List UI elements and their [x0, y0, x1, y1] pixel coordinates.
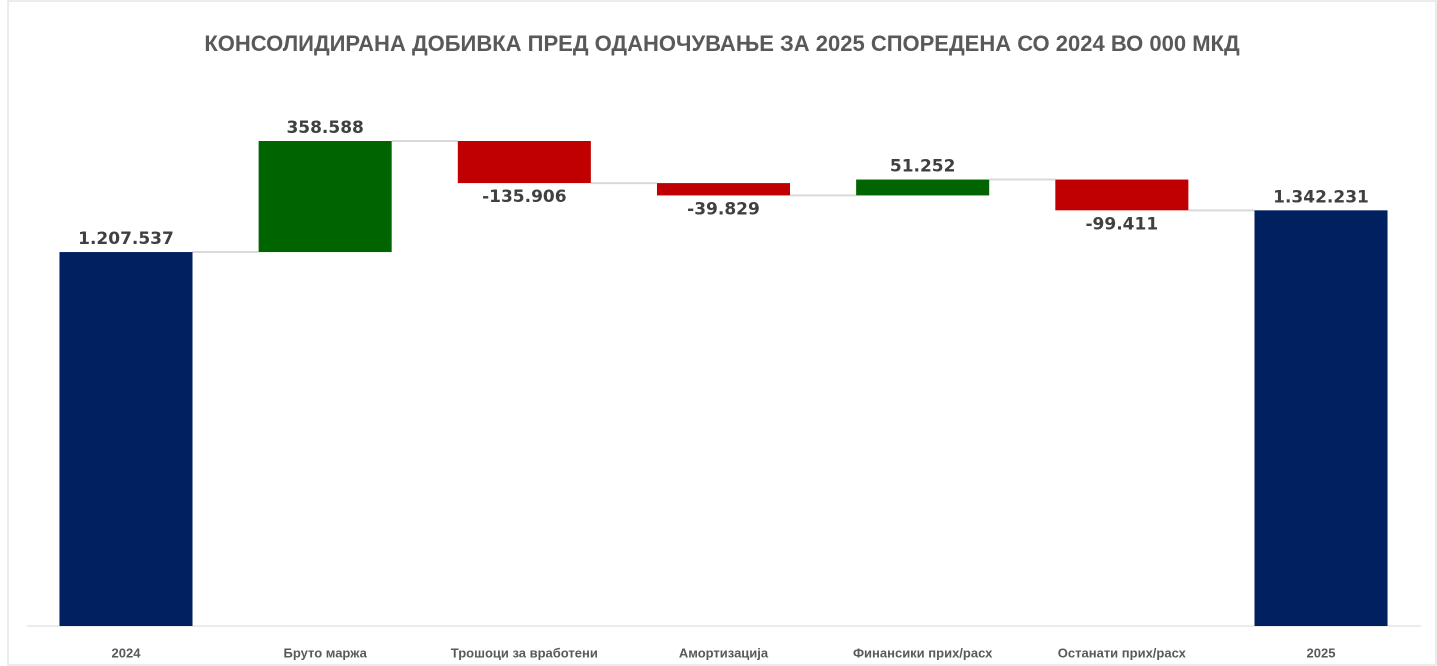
- data-label: -39.829: [687, 199, 760, 219]
- x-tick-label: 2024: [112, 645, 142, 660]
- bar: [656, 183, 791, 196]
- chart-title: КОНСОЛИДИРАНА ДОБИВКА ПРЕД ОДАНОЧУВАЊЕ З…: [204, 31, 1240, 56]
- bar: [59, 252, 193, 626]
- data-label: 51.252: [890, 157, 956, 177]
- bar: [1055, 179, 1189, 211]
- x-tick-label: Бруто маржа: [284, 645, 368, 660]
- data-label: 358.588: [286, 118, 363, 138]
- chart-frame: [7, 0, 1437, 666]
- x-tick-label: Амортизација: [679, 645, 769, 660]
- bar: [258, 141, 392, 253]
- bar: [856, 179, 990, 196]
- data-label: 1.207.537: [78, 229, 174, 249]
- bar: [457, 141, 591, 184]
- x-tick-label: Трошоци за вработени: [451, 645, 598, 660]
- bar: [1254, 210, 1388, 626]
- x-tick-label: 2025: [1307, 645, 1336, 660]
- data-label: 1.342.231: [1273, 187, 1369, 207]
- data-label: -99.411: [1086, 214, 1159, 234]
- data-label: -135.906: [482, 187, 567, 207]
- x-tick-label: Останати прих/расх: [1058, 645, 1187, 660]
- x-tick-label: Финансики прих/расх: [853, 645, 993, 660]
